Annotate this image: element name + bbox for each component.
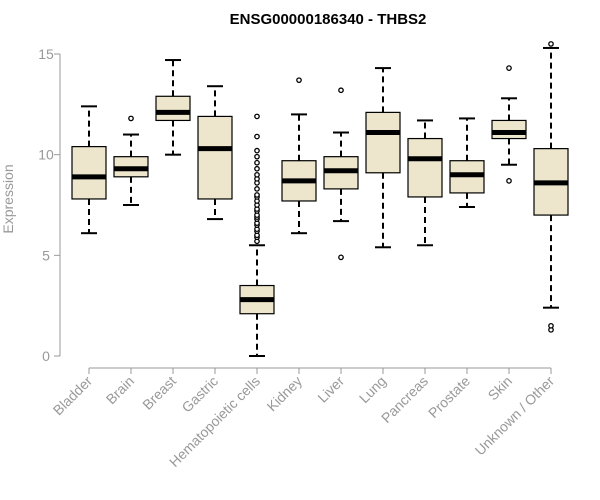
outlier-point — [548, 322, 554, 329]
box-group-kidney — [281, 77, 317, 235]
box-group-bladder — [71, 105, 107, 235]
y-tick-label: 0 — [42, 348, 50, 364]
x-tick-label: Unknown / Other — [472, 373, 558, 459]
x-tick-label: Pancreas — [378, 373, 431, 426]
box — [155, 95, 191, 122]
outlier-point — [338, 87, 344, 94]
x-tick-label: Lung — [356, 373, 389, 406]
outlier-point — [548, 41, 554, 47]
x-tick-label: Prostate — [425, 373, 473, 421]
x-tick-label: Liver — [314, 373, 347, 406]
outlier-point — [296, 77, 302, 84]
x-tick-label: Brain — [103, 373, 137, 407]
x-tick-label: Kidney — [264, 373, 306, 415]
x-tick-label: Skin — [485, 373, 516, 404]
outlier-point — [254, 153, 260, 160]
outlier-point — [254, 171, 260, 178]
box-group-brain — [113, 115, 149, 206]
outlier-point — [254, 147, 260, 154]
x-tick-label: Bladder — [50, 373, 96, 419]
x-tick-label: Breast — [139, 373, 179, 413]
box — [197, 115, 233, 200]
outlier-point — [128, 115, 134, 122]
box-group-unknown-other — [533, 41, 569, 333]
box-group-hematopoietic-cells — [239, 113, 275, 357]
y-axis: 0 5 10 15 — [38, 46, 61, 364]
y-tick-label: 10 — [38, 147, 54, 163]
outlier-point — [254, 113, 260, 120]
outlier-point — [254, 159, 260, 166]
box — [491, 119, 527, 140]
outlier-point — [254, 165, 260, 172]
box-group-lung — [365, 67, 401, 249]
outlier-point — [254, 192, 260, 198]
y-tick-label: 15 — [38, 46, 54, 62]
box-group-breast — [155, 59, 191, 156]
outlier-point — [254, 133, 260, 140]
boxes — [71, 41, 569, 357]
box-group-pancreas — [407, 119, 443, 247]
y-tick-label: 5 — [42, 247, 50, 263]
chart-title: ENSG00000186340 - THBS2 — [230, 11, 427, 28]
outlier-point — [506, 177, 512, 184]
box — [71, 146, 107, 200]
outlier-point — [338, 254, 344, 261]
box-group-prostate — [449, 117, 485, 209]
outlier-point — [506, 65, 512, 71]
box-group-skin — [491, 65, 527, 184]
box-group-gastric — [197, 85, 233, 221]
box — [365, 111, 401, 174]
y-axis-label: Expression — [0, 164, 16, 233]
outlier-point — [254, 186, 260, 192]
box-group-liver — [323, 87, 359, 261]
box — [407, 137, 443, 198]
